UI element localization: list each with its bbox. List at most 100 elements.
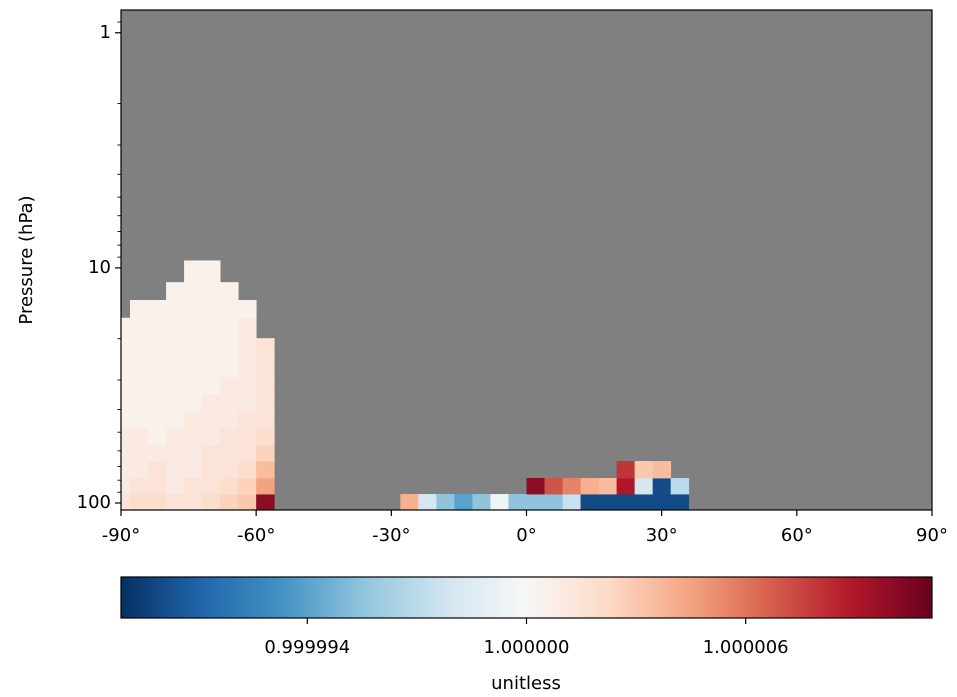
heatmap-cell [256, 461, 275, 479]
heatmap-cell [148, 338, 167, 358]
y-tick-label: 1 [100, 22, 111, 43]
heatmap-cell [148, 410, 167, 429]
heatmap-cell [202, 478, 221, 495]
heatmap-cell [130, 317, 149, 339]
heatmap-cell [256, 494, 275, 510]
heatmap-cell [670, 478, 690, 495]
heatmap-cell [148, 494, 167, 510]
colorbar-tick-label: 1.000000 [484, 637, 570, 658]
heatmap-cell [238, 410, 257, 429]
heatmap-cell [652, 461, 672, 479]
heatmap-cell [238, 428, 257, 446]
heatmap-cell [148, 478, 167, 495]
heatmap-cell [238, 478, 257, 495]
heatmap-cell [220, 444, 239, 462]
heatmap-cell [121, 478, 131, 495]
heatmap-cell [121, 338, 131, 358]
heatmap-cell [454, 494, 473, 510]
heatmap-cell [184, 461, 203, 479]
heatmap-cell [220, 478, 239, 495]
heatmap-cell [166, 282, 185, 301]
heatmap-cell [184, 300, 203, 319]
heatmap-cell [220, 356, 239, 378]
heatmap-cell [238, 356, 257, 378]
heatmap-cell [184, 410, 203, 429]
heatmap-cell [202, 260, 221, 283]
heatmap-cell [202, 410, 221, 429]
heatmap-cell [121, 394, 131, 412]
heatmap-cell [580, 478, 599, 495]
heatmap-cell [202, 376, 221, 395]
heatmap-cell [616, 494, 636, 510]
heatmap-cell [220, 394, 239, 412]
x-tick-label: 0° [516, 525, 536, 546]
heatmap-cell [130, 478, 149, 495]
heatmap-cell [238, 300, 257, 319]
heatmap-cell [166, 376, 185, 395]
heatmap-cell [544, 478, 563, 495]
heatmap-cell [130, 428, 149, 446]
heatmap-cell [130, 494, 149, 510]
heatmap-cell [634, 461, 654, 479]
heatmap-cell [148, 300, 167, 319]
heatmap-cell [400, 494, 419, 510]
heatmap-cell [220, 461, 239, 479]
heatmap-cell [166, 356, 185, 378]
heatmap-cell [220, 376, 239, 395]
heatmap-cell [490, 494, 509, 510]
heatmap-cell [202, 300, 221, 319]
heatmap-cell [256, 356, 275, 378]
heatmap-cell [220, 338, 239, 358]
heatmap-cell [202, 444, 221, 462]
heatmap-cell [148, 394, 167, 412]
heatmap-cell [184, 444, 203, 462]
heatmap-cell [121, 376, 131, 395]
heatmap-cell [238, 376, 257, 395]
heatmap-cell [184, 282, 203, 301]
x-tick-label: -90° [102, 525, 140, 546]
heatmap-cell [121, 356, 131, 378]
heatmap-cell [121, 461, 131, 479]
heatmap-cell [166, 300, 185, 319]
heatmap-cell [238, 461, 257, 479]
heatmap-cell [148, 376, 167, 395]
heatmap-cell [256, 478, 275, 495]
heatmap-cell [166, 461, 185, 479]
x-tick-label: -30° [372, 525, 410, 546]
heatmap-cell [184, 356, 203, 378]
colorbar-tick-label: 0.999994 [264, 637, 350, 658]
heatmap-cell [634, 494, 654, 510]
heatmap-cell [121, 410, 131, 429]
heatmap-cell [670, 494, 690, 510]
heatmap-cell [148, 317, 167, 339]
heatmap-cell [121, 444, 131, 462]
heatmap-cell [184, 394, 203, 412]
heatmap-cell [526, 478, 545, 495]
heatmap-cell [184, 428, 203, 446]
heatmap-cell [184, 338, 203, 358]
heatmap-cell [166, 478, 185, 495]
heatmap-cell [130, 461, 149, 479]
heatmap-cell [130, 338, 149, 358]
heatmap-cell [184, 376, 203, 395]
colorbar-label: unitless [491, 673, 561, 694]
colorbar-tick-label: 1.000006 [703, 637, 789, 658]
heatmap-cell [238, 444, 257, 462]
heatmap-cell [166, 317, 185, 339]
heatmap-cell [184, 478, 203, 495]
heatmap-cell [166, 338, 185, 358]
heatmap-cell [184, 494, 203, 510]
x-tick-label: 30° [646, 525, 678, 546]
heatmap-cell [562, 478, 581, 495]
y-tick-label: 100 [77, 492, 111, 513]
heatmap-cell [166, 394, 185, 412]
heatmap [121, 260, 690, 510]
heatmap-cell [220, 494, 239, 510]
heatmap-cell [202, 338, 221, 358]
heatmap-cell [184, 260, 203, 283]
heatmap-cell [220, 282, 239, 301]
heatmap-cell [598, 478, 618, 495]
x-tick-label: 60° [781, 525, 813, 546]
heatmap-cell [130, 410, 149, 429]
